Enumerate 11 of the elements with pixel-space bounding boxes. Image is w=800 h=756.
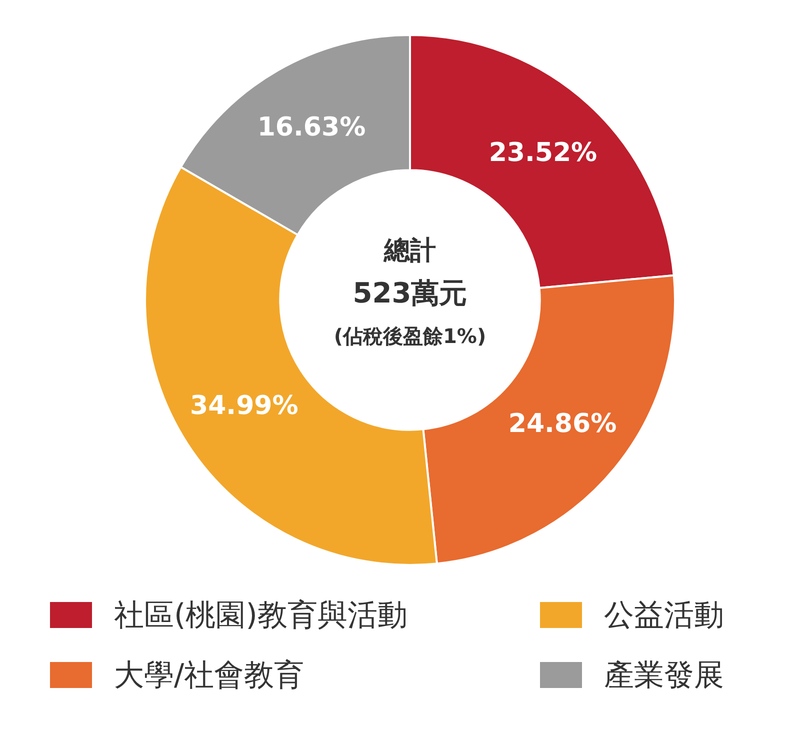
data-label: 16.63% [257, 112, 366, 143]
legend-label: 公益活動 [604, 596, 724, 634]
text: 523萬元 [352, 276, 468, 310]
data-label: 23.52% [488, 138, 598, 168]
text: (佔稅後盈餘1%) [334, 324, 486, 348]
legend-label: 大學/社會教育 [114, 656, 304, 694]
legend-label: 社區(桃園)教育與活動 [114, 596, 408, 634]
legend-label: 產業發展 [604, 656, 724, 694]
text: 總計 [383, 236, 436, 266]
data-label: 24.86% [508, 409, 617, 440]
data-label: 34.99% [190, 390, 298, 421]
